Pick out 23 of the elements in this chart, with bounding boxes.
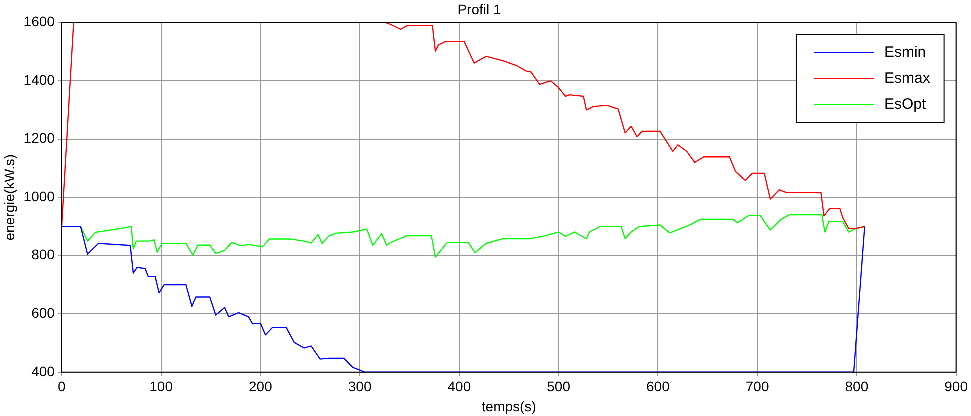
legend-label: Esmax [884,70,931,87]
y-tick-label: 1200 [24,130,56,146]
legend-label: Esmin [884,44,926,61]
y-tick-label: 1600 [24,14,56,30]
chart-title: Profil 1 [458,1,502,18]
x-axis-title: temps(s) [482,398,536,414]
x-tick-label: 800 [845,378,869,395]
x-tick-label: 100 [150,378,174,395]
x-tick-label: 700 [746,378,770,395]
legend-label: EsOpt [884,96,927,113]
x-tick-label: 300 [348,378,372,395]
x-tick-label: 600 [646,378,670,395]
y-tick-label: 1400 [24,72,56,88]
y-tick-label: 1000 [24,188,56,204]
y-tick-label: 800 [32,246,56,263]
x-tick-label: 500 [547,378,571,395]
y-axis-title: energie(kW.s) [1,154,18,241]
y-tick-label: 600 [32,304,56,321]
x-tick-label: 200 [249,378,273,395]
x-tick-label: 900 [944,378,968,395]
y-tick-label: 400 [32,363,56,380]
x-tick-label: 400 [448,378,472,395]
x-tick-label: 0 [58,378,66,395]
